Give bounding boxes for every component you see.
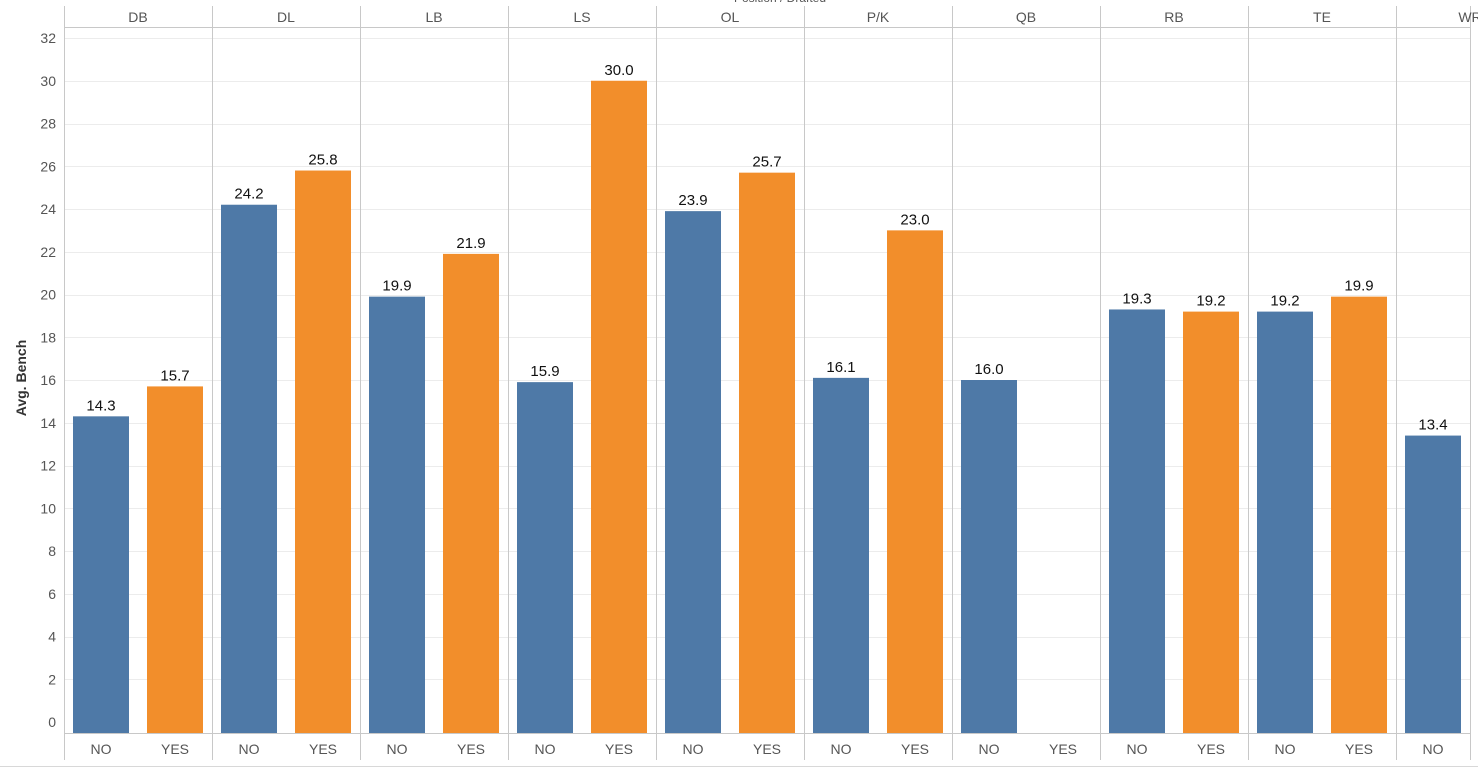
bar-data-label: 23.9 — [678, 192, 707, 209]
bar-data-label: 19.2 — [1196, 293, 1225, 310]
category-tick-label: NO — [1127, 741, 1148, 757]
y-tick-label: 14 — [40, 415, 56, 431]
y-tick-label: 18 — [40, 329, 56, 345]
y-tick-label: 10 — [40, 500, 56, 516]
group-header-label: LS — [573, 9, 590, 25]
group-header-label: DB — [128, 9, 147, 25]
bar-data-label: 19.9 — [1344, 278, 1373, 295]
bar-data-label: 15.9 — [530, 363, 559, 380]
y-tick-label: 0 — [48, 714, 56, 730]
y-tick-label: 8 — [48, 543, 56, 559]
bar — [887, 230, 943, 733]
category-tick-label: YES — [1197, 741, 1225, 757]
group-header-label: DL — [277, 9, 295, 25]
category-tick-label: YES — [901, 741, 929, 757]
bar-data-label: 30.0 — [604, 62, 633, 79]
y-tick-label: 16 — [40, 372, 56, 388]
group-header-label: OL — [721, 9, 740, 25]
bar — [665, 211, 721, 733]
category-tick-label: YES — [1345, 741, 1373, 757]
category-tick-label: NO — [239, 741, 260, 757]
category-tick-label: NO — [535, 741, 556, 757]
y-axis-title: Avg. Bench — [13, 340, 29, 417]
bar-data-label: 19.9 — [382, 278, 411, 295]
bar — [517, 382, 573, 733]
y-tick-label: 20 — [40, 287, 56, 303]
bar — [147, 386, 203, 733]
y-tick-label: 24 — [40, 201, 56, 217]
bar — [1331, 296, 1387, 733]
category-tick-label: NO — [831, 741, 852, 757]
bar-data-label: 25.8 — [308, 152, 337, 169]
bar-data-label: 19.2 — [1270, 293, 1299, 310]
group-header-label: LB — [425, 9, 442, 25]
bar — [295, 170, 351, 733]
category-tick-label: YES — [605, 741, 633, 757]
column-header-title: Position / Drafted — [734, 0, 826, 5]
bar — [443, 253, 499, 733]
bar-data-label: 16.0 — [974, 361, 1003, 378]
bar — [369, 296, 425, 733]
category-tick-label: YES — [309, 741, 337, 757]
category-tick-label: NO — [1423, 741, 1444, 757]
category-tick-label: NO — [91, 741, 112, 757]
bar-data-label: 15.7 — [160, 367, 189, 384]
bar-data-label: 25.7 — [752, 154, 781, 171]
category-tick-label: NO — [979, 741, 1000, 757]
y-tick-label: 28 — [40, 116, 56, 132]
bar-data-label: 19.3 — [1122, 290, 1151, 307]
bar-data-label: 14.3 — [86, 397, 115, 414]
y-tick-label: 2 — [48, 671, 56, 687]
bar — [1405, 435, 1461, 733]
bar — [739, 172, 795, 734]
category-tick-label: NO — [387, 741, 408, 757]
bar — [1183, 311, 1239, 733]
group-header-label: WR — [1458, 9, 1478, 25]
y-tick-label: 12 — [40, 458, 56, 474]
y-tick-label: 32 — [40, 30, 56, 46]
bar — [1109, 309, 1165, 733]
bar — [591, 80, 647, 733]
category-tick-label: YES — [161, 741, 189, 757]
y-tick-label: 26 — [40, 158, 56, 174]
y-tick-label: 22 — [40, 244, 56, 260]
category-tick-label: YES — [753, 741, 781, 757]
bar-data-label: 23.0 — [900, 211, 929, 228]
category-tick-label: NO — [683, 741, 704, 757]
bar-data-label: 13.4 — [1418, 417, 1447, 434]
bar-data-label: 21.9 — [456, 235, 485, 252]
bar-data-label: 16.1 — [826, 359, 855, 376]
group-header-label: TE — [1313, 9, 1331, 25]
bar — [1257, 311, 1313, 733]
bar — [73, 416, 129, 733]
y-tick-label: 30 — [40, 73, 56, 89]
bar — [221, 204, 277, 734]
category-tick-label: YES — [1049, 741, 1077, 757]
category-tick-label: YES — [457, 741, 485, 757]
y-tick-label: 4 — [48, 629, 56, 645]
group-header-label: P/K — [867, 9, 890, 25]
group-header-label: RB — [1164, 9, 1183, 25]
y-tick-label: 6 — [48, 586, 56, 602]
bar-data-label: 24.2 — [234, 186, 263, 203]
bar — [813, 377, 869, 733]
category-tick-label: NO — [1275, 741, 1296, 757]
bar — [961, 380, 1017, 733]
group-header-label: QB — [1016, 9, 1036, 25]
